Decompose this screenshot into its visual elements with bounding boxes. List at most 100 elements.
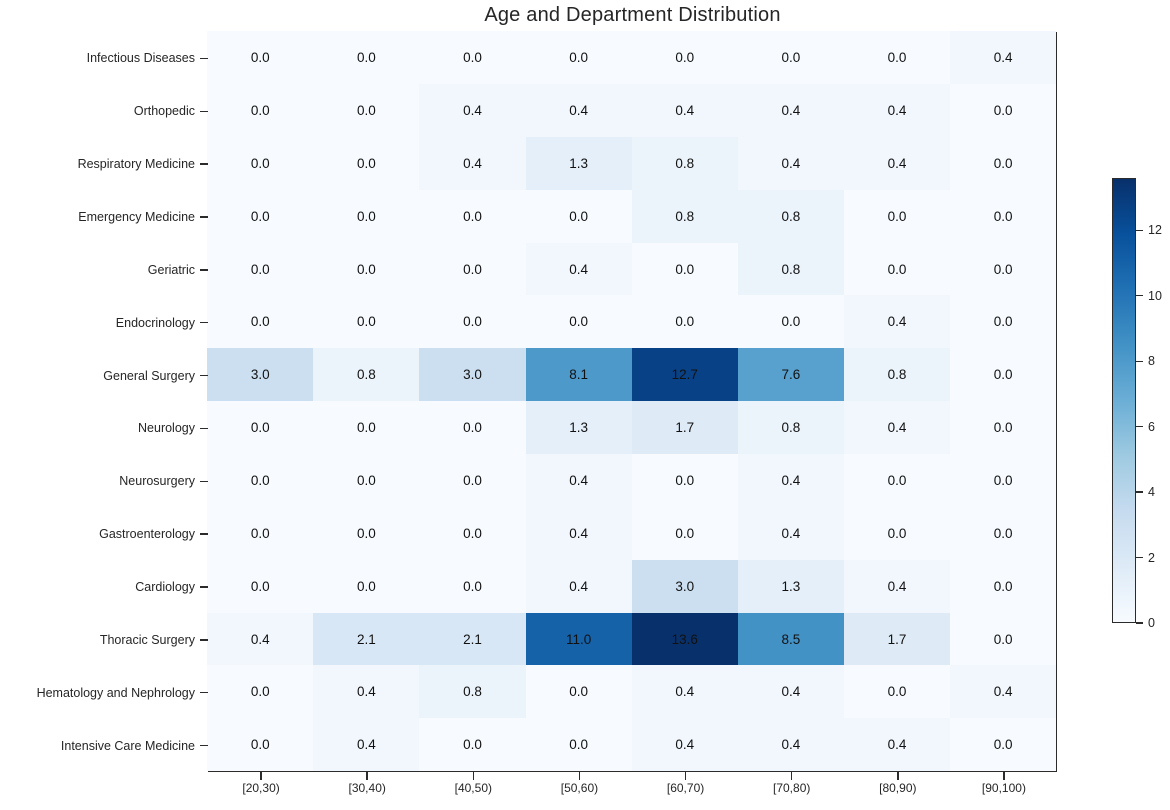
cell-value: 0.0: [250, 261, 270, 277]
y-tick-label: Cardiology: [135, 580, 195, 594]
cell-value: 0.4: [569, 261, 589, 277]
colorbar-tick-label: 6: [1148, 419, 1155, 434]
heatmap-cell: 0.0: [950, 559, 1057, 613]
y-tick-mark: [200, 639, 208, 641]
heatmap-cell: 0.8: [737, 242, 844, 296]
cell-value: 0.4: [569, 525, 589, 541]
cell-value: 0.0: [569, 737, 589, 753]
cell-value: 0.0: [463, 525, 482, 541]
cell-value: 0.4: [993, 684, 1013, 700]
heatmap-cell: 0.0: [313, 136, 420, 190]
heatmap-cell: 0.4: [843, 295, 951, 349]
cell-value: 0.8: [781, 420, 801, 436]
x-tick-label: [40,50): [454, 781, 492, 795]
x-tick-mark: [1003, 772, 1005, 780]
heatmap-cell: 0.8: [737, 189, 844, 243]
heatmap-cell: 0.0: [525, 665, 632, 719]
colorbar-tick-label: 12: [1148, 223, 1162, 238]
cell-value: 0.0: [781, 50, 801, 66]
heatmap-cell: 0.0: [207, 665, 314, 719]
cell-value: 0.0: [250, 578, 270, 594]
cell-value: 0.4: [675, 737, 695, 753]
y-tick-label: Neurosurgery: [119, 474, 195, 489]
cell-value: 0.0: [250, 155, 270, 171]
cell-value: 0.4: [887, 420, 907, 436]
heatmap-cell: 0.0: [419, 506, 526, 560]
cell-value: 0.0: [356, 525, 376, 541]
cell-value: 0.0: [887, 684, 907, 700]
y-tick-label: Orthopedic: [133, 104, 195, 119]
heatmap-cell: 0.0: [950, 506, 1057, 560]
heatmap-cell: 0.0: [207, 295, 314, 349]
heatmap-cell: 0.4: [950, 665, 1057, 719]
cell-value: 0.0: [463, 472, 482, 488]
cell-value: 0.0: [993, 472, 1013, 488]
heatmap-cell: 0.0: [525, 189, 632, 243]
heatmap-cell: 0.0: [950, 401, 1057, 455]
heatmap-cell: 0.4: [525, 559, 632, 613]
cell-value: 8.5: [781, 631, 801, 647]
y-tick-label: Endocrinology: [115, 315, 195, 330]
cell-value: 0.0: [250, 420, 270, 436]
heatmap-cell: 0.4: [525, 242, 632, 296]
heatmap-cell: 0.4: [631, 84, 738, 137]
cell-value: 0.4: [887, 737, 907, 753]
colorbar-tick-label: 2: [1148, 550, 1155, 565]
cell-value: 12.7: [671, 367, 698, 383]
y-tick-label: Gastroenterology: [99, 527, 195, 542]
cell-value: 0.0: [356, 155, 376, 171]
heatmap-cell: 0.0: [207, 559, 314, 613]
cell-value: 0.0: [675, 525, 695, 541]
cell-value: 1.7: [675, 420, 695, 436]
cell-value: 0.0: [993, 261, 1013, 277]
heatmap-cell: 1.3: [737, 559, 844, 613]
heatmap-cell: 0.4: [737, 718, 844, 772]
heatmap-cell: 0.4: [313, 665, 420, 719]
heatmap-cell: 0.0: [207, 189, 314, 243]
heatmap-cell: 0.0: [207, 136, 314, 190]
heatmap-cell: 3.0: [631, 559, 738, 613]
cell-value: 0.0: [463, 420, 482, 436]
x-tick-mark: [897, 772, 899, 780]
x-tick-label: [80,90): [879, 781, 917, 795]
cell-value: 0.0: [463, 261, 482, 277]
heatmap-cell: 0.0: [207, 454, 314, 507]
heatmap-cell: 0.0: [950, 136, 1057, 190]
cell-value: 0.0: [356, 472, 376, 488]
cell-value: 0.0: [250, 684, 270, 700]
y-tick-mark: [200, 480, 208, 482]
heatmap-cell: 0.4: [737, 84, 844, 137]
x-tick-mark: [260, 772, 262, 780]
heatmap-cell: 0.8: [631, 136, 738, 190]
cell-value: 0.0: [250, 525, 270, 541]
cell-value: 13.6: [671, 631, 698, 647]
cell-value: 0.8: [781, 261, 801, 277]
cell-value: 0.4: [781, 737, 801, 753]
x-tick-label: [50,60): [560, 781, 599, 795]
cell-value: 0.0: [993, 102, 1013, 118]
cell-value: 0.0: [781, 314, 801, 330]
heatmap-cell: 0.4: [950, 31, 1057, 85]
x-tick-label: [20,30): [242, 781, 280, 795]
cell-value: 0.0: [356, 208, 376, 224]
cell-value: 0.0: [569, 684, 589, 700]
heatmap-cell: 0.0: [950, 348, 1057, 402]
heatmap-cell: 0.4: [843, 559, 951, 613]
cell-value: 0.4: [356, 684, 376, 700]
heatmap-cell: 0.0: [419, 31, 526, 85]
heatmap-cell: 8.1: [525, 348, 632, 402]
heatmap-cell: 0.4: [843, 84, 951, 137]
cell-value: 3.0: [463, 367, 482, 383]
heatmap-cell: 2.1: [313, 612, 420, 666]
heatmap-cell: 0.0: [207, 31, 314, 85]
cell-value: 0.4: [250, 631, 270, 647]
heatmap-cell: 0.0: [207, 242, 314, 296]
y-tick-mark: [200, 374, 208, 377]
heatmap-cell: 0.0: [950, 242, 1057, 296]
cell-value: 0.0: [356, 314, 376, 330]
y-tick-mark: [200, 110, 208, 112]
y-tick-mark: [200, 216, 208, 218]
heatmap-cell: 0.0: [419, 401, 526, 455]
heatmap-cell: 0.0: [631, 295, 738, 349]
